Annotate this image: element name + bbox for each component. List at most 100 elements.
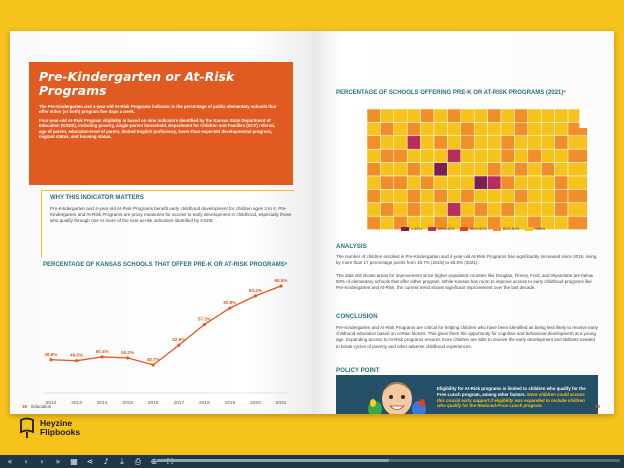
county xyxy=(460,162,475,177)
county xyxy=(500,175,515,190)
previous-page-icon[interactable]: ‹ xyxy=(24,456,28,466)
county xyxy=(380,202,395,217)
line-chart-svg: 49.8% 2012 49.6% 2013 50.4% 2014 50.2% 2015 48.7… xyxy=(43,278,289,406)
county xyxy=(567,148,588,163)
county xyxy=(554,162,569,177)
county xyxy=(420,189,435,204)
conclusion-paragraph: Pre-Kindergarten and At-Risk Programs ar… xyxy=(336,325,598,349)
county xyxy=(567,175,588,190)
county xyxy=(500,148,515,163)
county xyxy=(433,135,448,150)
county xyxy=(460,148,475,163)
county xyxy=(554,202,569,217)
county xyxy=(500,202,515,217)
legend-item: 20%-40% xyxy=(427,227,455,231)
county xyxy=(500,135,515,150)
county xyxy=(514,135,529,150)
map-title: PERCENTAGE OF SCHOOLS OFFERING PRE-K OR … xyxy=(336,90,567,96)
county xyxy=(393,202,408,217)
data-point xyxy=(74,359,79,363)
print-icon[interactable]: ⎙ xyxy=(134,456,142,466)
county xyxy=(420,175,435,190)
sound-icon[interactable]: ♪ xyxy=(103,456,109,466)
county xyxy=(527,108,542,123)
county xyxy=(514,202,529,217)
county xyxy=(567,135,588,150)
x-tick-label: 2014 xyxy=(97,400,108,406)
heyzine-logo[interactable]: Heyzine Flipbooks xyxy=(18,417,80,439)
county xyxy=(460,108,475,123)
zoom-in-icon[interactable]: ⊕ xyxy=(150,456,158,466)
county xyxy=(447,122,462,137)
intro-paragraph-2: Four-year-old At-Risk Program eligibilit… xyxy=(39,117,276,140)
legend-swatch xyxy=(460,227,469,231)
county xyxy=(487,122,502,137)
last-page-icon[interactable]: » xyxy=(55,456,61,466)
grid-icon[interactable]: ▦ xyxy=(70,456,78,466)
analysis-paragraph-1: The number of children enrolled in Pre-K… xyxy=(336,254,597,266)
page-progress-bar[interactable] xyxy=(157,459,620,462)
county xyxy=(420,135,435,150)
legend-swatch xyxy=(492,227,501,231)
left-page: Pre-Kindergarten or At-Risk Programs The… xyxy=(10,31,312,414)
county xyxy=(540,189,555,204)
county xyxy=(393,189,408,204)
county xyxy=(393,108,408,123)
heyzine-logo-icon xyxy=(20,417,34,438)
county xyxy=(527,189,542,204)
county xyxy=(554,108,569,123)
county xyxy=(514,148,529,163)
data-label: 50.2% xyxy=(121,350,134,355)
x-tick-label: 2012 xyxy=(46,400,57,406)
county xyxy=(487,148,502,163)
legend-label: 60%-80% xyxy=(502,227,520,231)
x-tick-label: 2020 xyxy=(250,400,261,406)
download-icon[interactable]: ⤓ xyxy=(120,456,124,466)
left-footer: 38 Education xyxy=(22,404,51,409)
first-page-icon[interactable]: « xyxy=(7,456,13,466)
county xyxy=(366,148,381,163)
county xyxy=(527,162,542,177)
county xyxy=(473,135,488,150)
county xyxy=(393,175,408,190)
data-label: 63.4% xyxy=(249,288,262,293)
county xyxy=(473,108,488,123)
data-label: 48.7% xyxy=(147,357,160,362)
county xyxy=(473,162,488,177)
county xyxy=(393,148,408,163)
county xyxy=(366,135,381,150)
county xyxy=(406,122,421,137)
next-page-icon[interactable]: › xyxy=(40,456,44,466)
share-icon[interactable]: ⋖ xyxy=(86,456,94,466)
county xyxy=(366,108,381,123)
county xyxy=(366,162,381,177)
county xyxy=(487,189,502,204)
data-point xyxy=(151,363,155,367)
data-label: 60.8% xyxy=(223,300,236,305)
legend-label: 20%-40% xyxy=(437,227,455,231)
title-block: Pre-Kindergarten or At-Risk Programs The… xyxy=(29,62,293,185)
county xyxy=(460,202,475,217)
county xyxy=(366,189,381,204)
data-point xyxy=(228,306,232,310)
county xyxy=(406,175,421,190)
x-tick-label: 2017 xyxy=(173,400,184,406)
county xyxy=(554,122,569,137)
county xyxy=(433,189,448,204)
county xyxy=(567,215,588,230)
flipbook[interactable]: Pre-Kindergarten or At-Risk Programs The… xyxy=(10,31,614,414)
county xyxy=(473,148,488,163)
county xyxy=(447,148,462,163)
legend-swatch xyxy=(427,227,436,231)
county xyxy=(554,175,569,190)
county xyxy=(433,148,448,163)
map-notch xyxy=(579,108,590,128)
legend-swatch xyxy=(401,227,409,231)
county xyxy=(500,122,515,137)
right-footer: Education 39 xyxy=(571,404,600,409)
county xyxy=(447,202,462,217)
left-page-number: 38 xyxy=(22,404,28,409)
legend-item: 40%-60% xyxy=(460,227,487,231)
series-line xyxy=(50,285,282,366)
county xyxy=(473,122,488,137)
